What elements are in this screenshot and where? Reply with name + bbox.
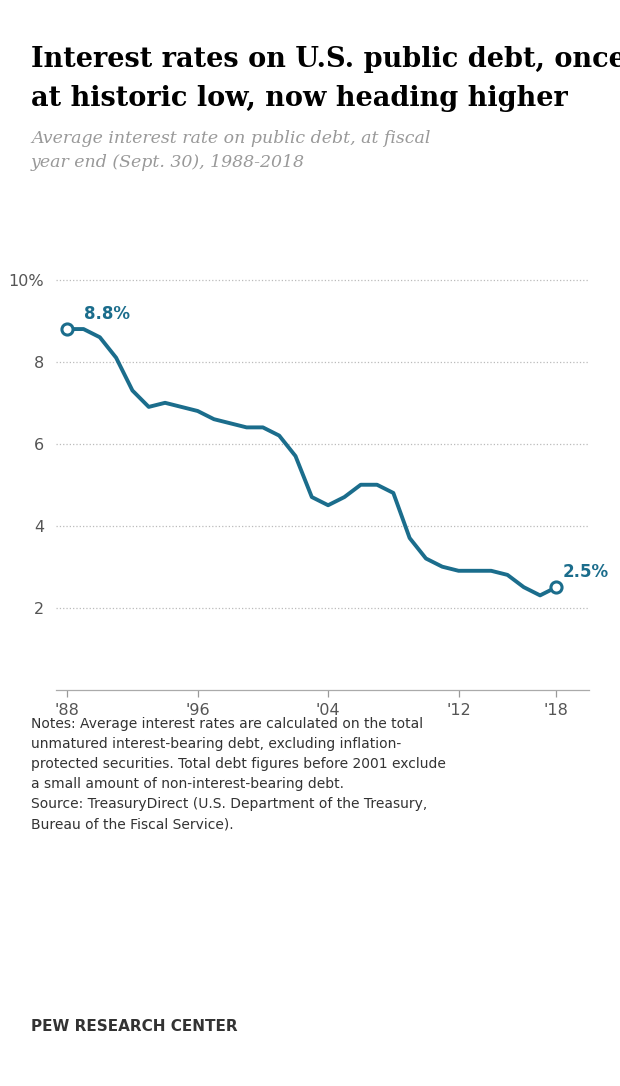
- Text: 2.5%: 2.5%: [563, 563, 609, 581]
- Text: Average interest rate on public debt, at fiscal
year end (Sept. 30), 1988-2018: Average interest rate on public debt, at…: [31, 130, 430, 172]
- Text: Notes: Average interest rates are calculated on the total
unmatured interest-bea: Notes: Average interest rates are calcul…: [31, 717, 446, 831]
- Text: at historic low, now heading higher: at historic low, now heading higher: [31, 85, 568, 112]
- Text: 8.8%: 8.8%: [84, 305, 130, 323]
- Text: PEW RESEARCH CENTER: PEW RESEARCH CENTER: [31, 1019, 237, 1034]
- Text: Interest rates on U.S. public debt, once: Interest rates on U.S. public debt, once: [31, 46, 620, 73]
